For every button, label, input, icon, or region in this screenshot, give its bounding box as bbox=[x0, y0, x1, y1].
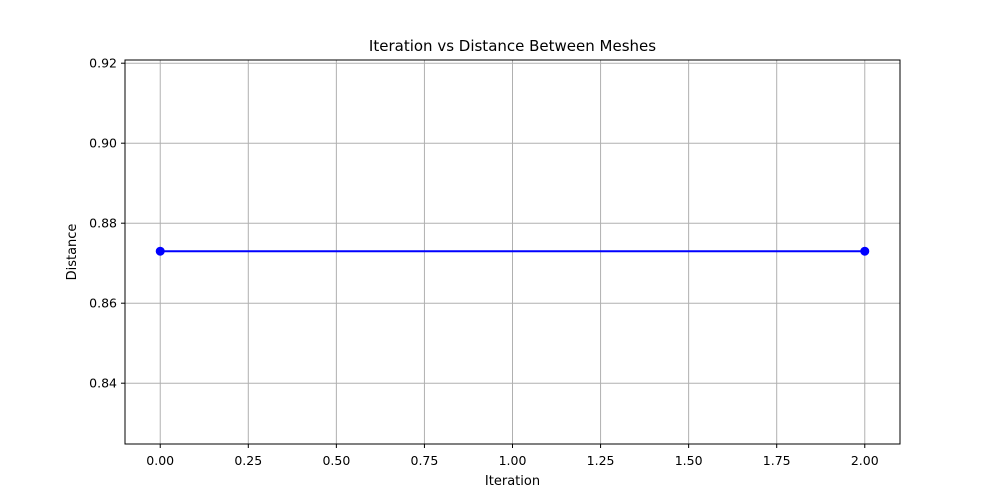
x-tick-label: 0.50 bbox=[322, 453, 350, 468]
y-axis-label: Distance bbox=[65, 224, 80, 281]
y-tick-label: 0.88 bbox=[89, 216, 117, 231]
x-tick-label: 0.00 bbox=[146, 453, 174, 468]
x-tick-label: 1.50 bbox=[675, 453, 703, 468]
x-tick-label: 0.75 bbox=[411, 453, 439, 468]
series-layer bbox=[155, 246, 870, 256]
y-tick-label: 0.90 bbox=[89, 136, 117, 151]
data-point bbox=[860, 246, 870, 256]
x-axis-label: Iteration bbox=[485, 474, 540, 489]
x-tick-label: 2.00 bbox=[851, 453, 879, 468]
chart-title: Iteration vs Distance Between Meshes bbox=[369, 37, 656, 55]
y-tick-label: 0.84 bbox=[89, 376, 117, 391]
y-tick-label: 0.86 bbox=[89, 296, 117, 311]
x-tick-label: 0.25 bbox=[234, 453, 262, 468]
data-point bbox=[155, 246, 165, 256]
x-tick-label: 1.75 bbox=[763, 453, 791, 468]
x-tick-label: 1.25 bbox=[587, 453, 615, 468]
tick-layer: 0.00 0.25 0.50 0.75 1.00 1.25 1.50 1.75 2.00 0.84… bbox=[89, 56, 879, 468]
x-tick-label: 1.00 bbox=[499, 453, 527, 468]
y-tick-label: 0.92 bbox=[89, 56, 117, 71]
